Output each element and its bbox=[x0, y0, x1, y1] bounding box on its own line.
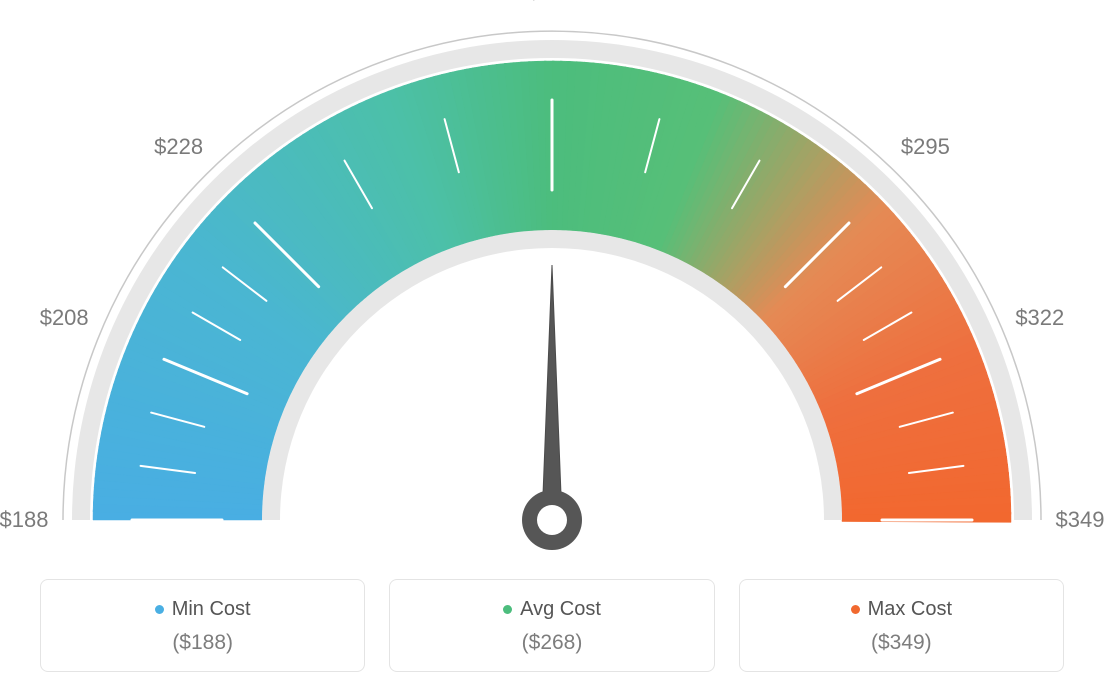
legend-title-min: Min Cost bbox=[155, 598, 251, 621]
legend-card-min: Min Cost ($188) bbox=[40, 579, 365, 672]
legend-label: Avg Cost bbox=[520, 598, 601, 621]
gauge-chart: $188$208$228$268$295$322$349 bbox=[0, 10, 1104, 560]
legend-value: ($349) bbox=[750, 631, 1053, 655]
gauge-tick-label: $349 bbox=[1056, 507, 1104, 533]
legend-title-max: Max Cost bbox=[851, 598, 952, 621]
gauge-tick-label: $208 bbox=[40, 305, 89, 331]
legend-row: Min Cost ($188) Avg Cost ($268) Max Cost… bbox=[40, 579, 1064, 672]
legend-label: Max Cost bbox=[868, 598, 952, 621]
gauge-tick-label: $268 bbox=[528, 0, 577, 5]
legend-value: ($188) bbox=[51, 631, 354, 655]
dot-icon bbox=[155, 605, 164, 614]
gauge-svg bbox=[0, 10, 1104, 560]
legend-value: ($268) bbox=[400, 631, 703, 655]
dot-icon bbox=[851, 605, 860, 614]
legend-card-avg: Avg Cost ($268) bbox=[389, 579, 714, 672]
dot-icon bbox=[503, 605, 512, 614]
gauge-tick-label: $322 bbox=[1015, 305, 1064, 331]
legend-card-max: Max Cost ($349) bbox=[739, 579, 1064, 672]
legend-label: Min Cost bbox=[172, 598, 251, 621]
legend-title-avg: Avg Cost bbox=[503, 598, 601, 621]
gauge-tick-label: $295 bbox=[901, 134, 950, 160]
gauge-tick-label: $188 bbox=[0, 507, 48, 533]
gauge-tick-label: $228 bbox=[154, 134, 203, 160]
